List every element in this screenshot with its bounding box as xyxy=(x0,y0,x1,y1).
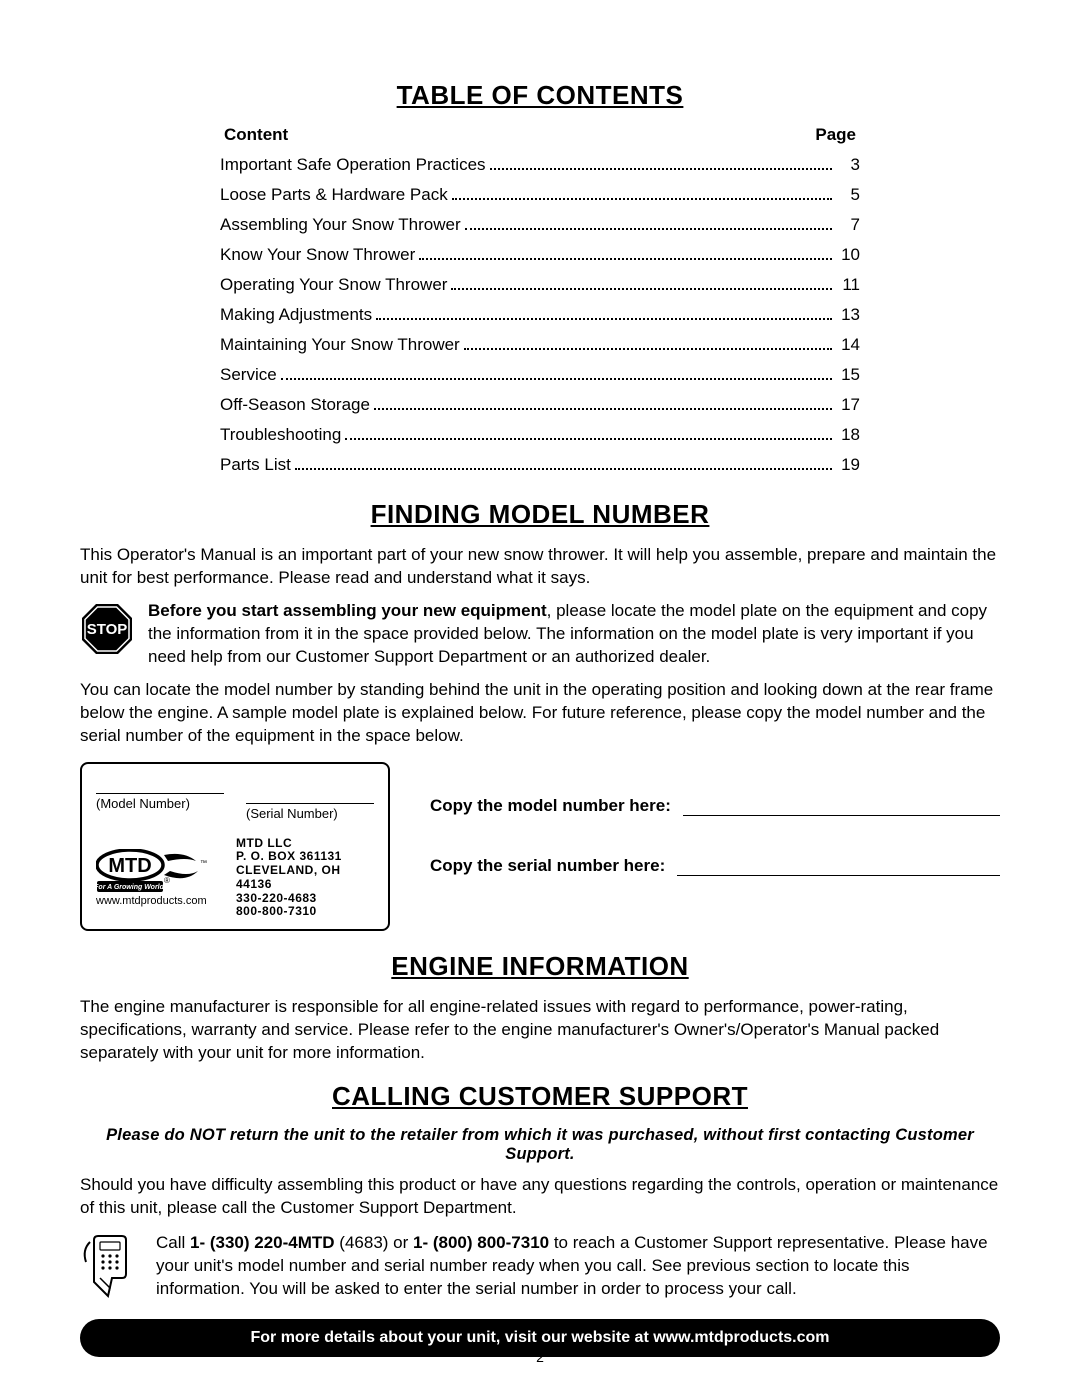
svg-text:®: ® xyxy=(164,876,170,885)
toc-row: Service 15 xyxy=(220,365,860,385)
toc-dots xyxy=(490,168,832,170)
toc-item-label: Service xyxy=(220,365,277,385)
toc-row: Loose Parts & Hardware Pack 5 xyxy=(220,185,860,205)
toc-item-page: 3 xyxy=(836,155,860,175)
toc-header-page: Page xyxy=(815,125,856,145)
engine-text: The engine manufacturer is responsible f… xyxy=(80,996,1000,1065)
page-number: 2 xyxy=(0,1349,1080,1365)
toc-item-label: Loose Parts & Hardware Pack xyxy=(220,185,448,205)
toc-item-label: Maintaining Your Snow Thrower xyxy=(220,335,460,355)
toc-item-label: Operating Your Snow Thrower xyxy=(220,275,447,295)
toc-item-page: 5 xyxy=(836,185,860,205)
toc-item-page: 7 xyxy=(836,215,860,235)
toc-row: Operating Your Snow Thrower 11 xyxy=(220,275,860,295)
model-plate: (Model Number) (Serial Number) MTD For xyxy=(80,762,390,932)
svg-text:™: ™ xyxy=(200,860,207,867)
toc-row: Maintaining Your Snow Thrower 14 xyxy=(220,335,860,355)
toc-row: Parts List 19 xyxy=(220,455,860,475)
svg-text:STOP: STOP xyxy=(87,621,128,638)
copy-serial-line[interactable] xyxy=(677,875,1000,876)
toc-dots xyxy=(295,468,832,470)
finding-title: FINDING MODEL NUMBER xyxy=(80,499,1000,530)
stop-text: Before you start assembling your new equ… xyxy=(148,600,1000,669)
toc-row: Troubleshooting 18 xyxy=(220,425,860,445)
toc-row: Making Adjustments 13 xyxy=(220,305,860,325)
copy-serial-label: Copy the serial number here: xyxy=(430,856,665,876)
toc-row: Important Safe Operation Practices 3 xyxy=(220,155,860,175)
copy-fields: Copy the model number here: Copy the ser… xyxy=(430,762,1000,916)
finding-intro: This Operator's Manual is an important p… xyxy=(80,544,1000,590)
copy-model-line[interactable] xyxy=(683,815,1000,816)
toc-dots xyxy=(345,438,832,440)
toc-dots xyxy=(376,318,832,320)
stop-icon: STOP xyxy=(80,602,134,656)
mtd-logo: MTD For A Growing World. ™ ® www.mtdprod… xyxy=(96,849,226,907)
toc-item-label: Assembling Your Snow Thrower xyxy=(220,215,461,235)
locate-text: You can locate the model number by stand… xyxy=(80,679,1000,748)
toc-item-page: 13 xyxy=(836,305,860,325)
toc-dots xyxy=(452,198,832,200)
toc-item-page: 19 xyxy=(836,455,860,475)
toc-item-page: 17 xyxy=(836,395,860,415)
toc-item-page: 14 xyxy=(836,335,860,355)
support-title: CALLING CUSTOMER SUPPORT xyxy=(80,1081,1000,1112)
support-call-text: Call 1- (330) 220-4MTD (4683) or 1- (800… xyxy=(156,1232,1000,1301)
support-intro: Should you have difficulty assembling th… xyxy=(80,1174,1000,1220)
mtd-address: MTD LLC P. O. BOX 361131 CLEVELAND, OH 4… xyxy=(236,837,374,920)
toc-container: Content Page Important Safe Operation Pr… xyxy=(220,125,860,475)
svg-text:For A Growing World.: For A Growing World. xyxy=(96,884,166,891)
phone-icon xyxy=(80,1234,136,1298)
toc-item-page: 10 xyxy=(836,245,860,265)
toc-row: Off-Season Storage 17 xyxy=(220,395,860,415)
mtd-url: www.mtdproducts.com xyxy=(96,895,207,907)
toc-item-label: Off-Season Storage xyxy=(220,395,370,415)
toc-title: TABLE OF CONTENTS xyxy=(80,80,1000,111)
toc-item-page: 18 xyxy=(836,425,860,445)
toc-item-label: Important Safe Operation Practices xyxy=(220,155,486,175)
toc-dots xyxy=(374,408,832,410)
stop-bold: Before you start assembling your new equ… xyxy=(148,601,547,620)
model-number-label: (Model Number) xyxy=(96,796,224,811)
copy-model-label: Copy the model number here: xyxy=(430,796,671,816)
toc-row: Assembling Your Snow Thrower 7 xyxy=(220,215,860,235)
toc-dots xyxy=(465,228,832,230)
toc-item-label: Troubleshooting xyxy=(220,425,341,445)
serial-number-label: (Serial Number) xyxy=(246,806,374,821)
toc-dots xyxy=(281,378,832,380)
toc-dots xyxy=(464,348,832,350)
toc-item-page: 11 xyxy=(836,275,860,295)
toc-header-content: Content xyxy=(224,125,288,145)
toc-item-label: Making Adjustments xyxy=(220,305,372,325)
toc-item-label: Know Your Snow Thrower xyxy=(220,245,415,265)
toc-item-label: Parts List xyxy=(220,455,291,475)
support-warning: Please do NOT return the unit to the ret… xyxy=(80,1126,1000,1164)
toc-dots xyxy=(451,288,832,290)
toc-row: Know Your Snow Thrower 10 xyxy=(220,245,860,265)
toc-dots xyxy=(419,258,832,260)
stop-block: STOP Before you start assembling your ne… xyxy=(80,600,1000,669)
svg-text:MTD: MTD xyxy=(108,855,151,877)
toc-item-page: 15 xyxy=(836,365,860,385)
engine-title: ENGINE INFORMATION xyxy=(80,951,1000,982)
